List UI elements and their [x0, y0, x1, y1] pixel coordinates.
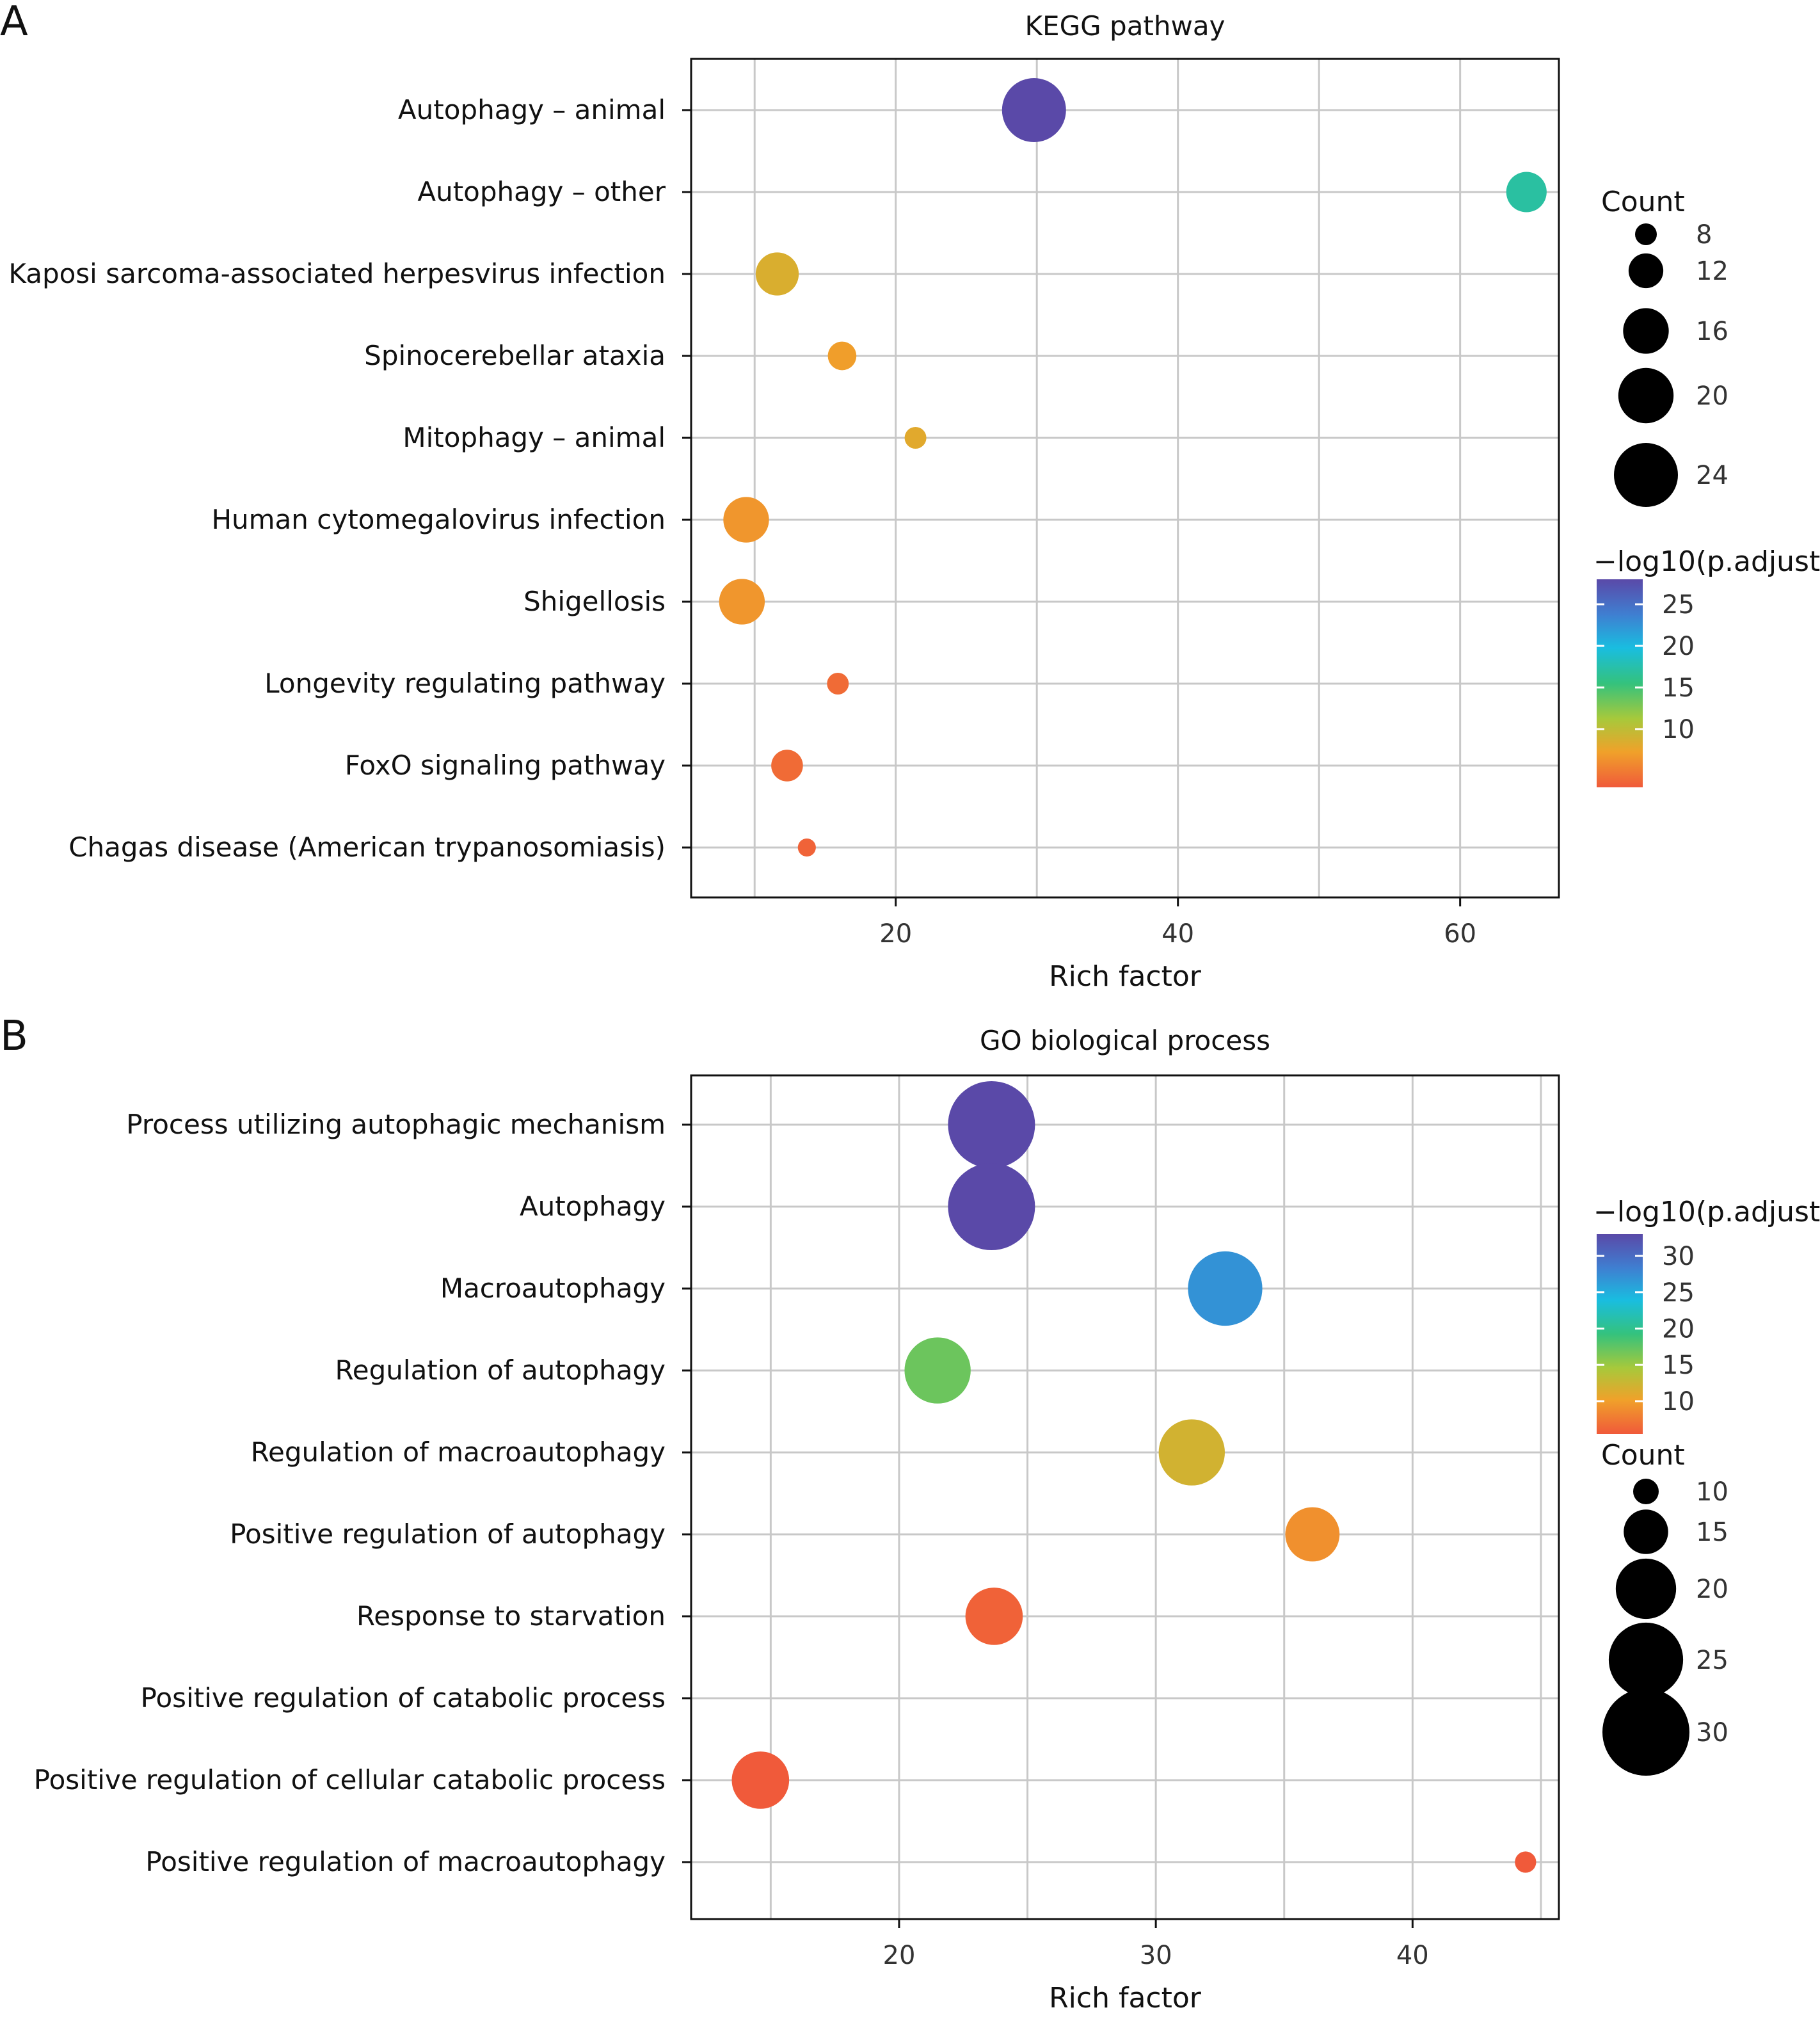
size-legend-key — [1602, 1689, 1689, 1776]
y-category-label: Positive regulation of cellular cataboli… — [34, 1764, 666, 1796]
size-legend-label: 30 — [1696, 1718, 1728, 1748]
y-category-label: Positive regulation of catabolic process — [141, 1682, 666, 1714]
data-point — [771, 750, 803, 782]
color-legend-bar — [1597, 579, 1643, 787]
y-category-label: Longevity regulating pathway — [264, 668, 666, 699]
x-axis-title: Rich factor — [1049, 1982, 1202, 2014]
data-point — [948, 1081, 1035, 1168]
size-legend-key — [1614, 443, 1678, 507]
x-tick-label: 60 — [1444, 919, 1476, 949]
data-point — [719, 579, 765, 625]
size-legend-label: 25 — [1696, 1646, 1728, 1675]
color-legend-label: 30 — [1662, 1242, 1695, 1271]
color-legend-label: 10 — [1662, 1387, 1695, 1417]
y-category-label: Chagas disease (American trypanosomiasis… — [68, 832, 666, 863]
size-legend-title: Count — [1601, 1439, 1685, 1472]
data-point — [948, 1163, 1035, 1250]
data-point — [1506, 172, 1547, 213]
plot-frame — [690, 1074, 1560, 1920]
chart-title: KEGG pathway — [1025, 10, 1225, 42]
data-point — [904, 427, 927, 449]
size-legend-label: 8 — [1696, 220, 1712, 250]
y-category-label: Mitophagy – animal — [403, 422, 666, 453]
y-category-label: Human cytomegalovirus infection — [211, 504, 666, 535]
x-tick-label: 20 — [879, 919, 912, 949]
data-point — [965, 1587, 1023, 1645]
data-point — [1158, 1419, 1225, 1486]
panel-letter-a: A — [0, 0, 28, 45]
go-panel: GO biological process Process utilizing a… — [34, 1025, 1820, 2014]
data-point — [827, 341, 857, 371]
size-legend-label: 15 — [1696, 1518, 1728, 1547]
color-legend-title: −log10(p.adjust) — [1593, 545, 1820, 578]
y-category-label: Response to starvation — [356, 1600, 666, 1632]
y-category-label: Kaposi sarcoma-associated herpesvirus in… — [8, 258, 666, 289]
x-tick-label: 40 — [1161, 919, 1194, 949]
y-category-label: Regulation of autophagy — [335, 1354, 666, 1386]
data-point — [1285, 1507, 1340, 1562]
y-category-label: Positive regulation of autophagy — [230, 1518, 666, 1550]
size-legend-label: 12 — [1696, 257, 1728, 286]
size-legend-key — [1623, 308, 1669, 354]
size-legend-label: 20 — [1696, 382, 1728, 411]
chart-title: GO biological process — [980, 1025, 1270, 1056]
y-category-label: Regulation of macroautophagy — [251, 1436, 666, 1468]
color-legend-label: 15 — [1662, 673, 1695, 703]
x-tick-label: 20 — [883, 1941, 916, 1970]
size-legend-key — [1633, 1479, 1659, 1504]
data-point — [904, 1337, 971, 1404]
x-tick-label: 30 — [1140, 1941, 1172, 1970]
color-legend-bar — [1597, 1234, 1643, 1434]
plot-frame — [690, 58, 1560, 899]
size-legend-key — [1624, 1509, 1668, 1554]
size-legend-key — [1608, 1622, 1684, 1698]
data-point — [755, 252, 799, 296]
color-legend-label: 25 — [1662, 1278, 1695, 1308]
color-legend-label: 20 — [1662, 1314, 1695, 1344]
size-legend-key — [1628, 253, 1664, 289]
x-axis-title: Rich factor — [1049, 960, 1202, 993]
data-point — [1002, 78, 1066, 142]
y-category-label: Shigellosis — [523, 586, 666, 617]
size-legend-label: 24 — [1696, 461, 1728, 490]
data-point — [723, 497, 769, 543]
y-category-label: Positive regulation of macroautophagy — [145, 1846, 666, 1877]
color-legend-label: 10 — [1662, 715, 1695, 744]
y-category-label: FoxO signaling pathway — [345, 750, 666, 781]
data-point — [1188, 1251, 1263, 1326]
kegg-panel: KEGG pathway Autophagy – animal Autophagy … — [8, 10, 1820, 993]
color-legend-label: 15 — [1662, 1351, 1695, 1380]
size-legend-key — [1635, 223, 1657, 245]
color-legend-label: 25 — [1662, 590, 1695, 620]
data-point — [827, 673, 849, 695]
y-category-label: Spinocerebellar ataxia — [364, 340, 666, 371]
data-point — [731, 1751, 790, 1809]
color-legend-label: 20 — [1662, 632, 1695, 661]
data-point — [1515, 1851, 1537, 1873]
size-legend-key — [1618, 367, 1674, 424]
size-legend-key — [1615, 1558, 1677, 1619]
y-category-label: Autophagy – animal — [398, 94, 666, 125]
panel-letter-b: B — [0, 1013, 28, 1060]
y-category-label: Autophagy — [520, 1191, 666, 1222]
size-legend-label: 16 — [1696, 317, 1728, 346]
y-category-label: Process utilizing autophagic mechanism — [126, 1109, 666, 1140]
x-tick-label: 40 — [1396, 1941, 1429, 1970]
color-legend-title: −log10(p.adjust) — [1593, 1196, 1820, 1228]
size-legend-label: 10 — [1696, 1477, 1728, 1507]
y-category-label: Autophagy – other — [417, 176, 666, 207]
size-legend-label: 20 — [1696, 1575, 1728, 1604]
data-point — [797, 838, 816, 857]
size-legend-title: Count — [1601, 186, 1685, 218]
y-category-label: Macroautophagy — [440, 1273, 666, 1304]
